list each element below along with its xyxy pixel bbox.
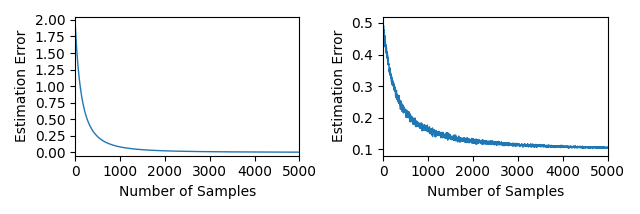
X-axis label: Number of Samples: Number of Samples (427, 185, 564, 199)
Y-axis label: Estimation Error: Estimation Error (332, 30, 346, 142)
X-axis label: Number of Samples: Number of Samples (118, 185, 256, 199)
Y-axis label: Estimation Error: Estimation Error (15, 30, 29, 142)
